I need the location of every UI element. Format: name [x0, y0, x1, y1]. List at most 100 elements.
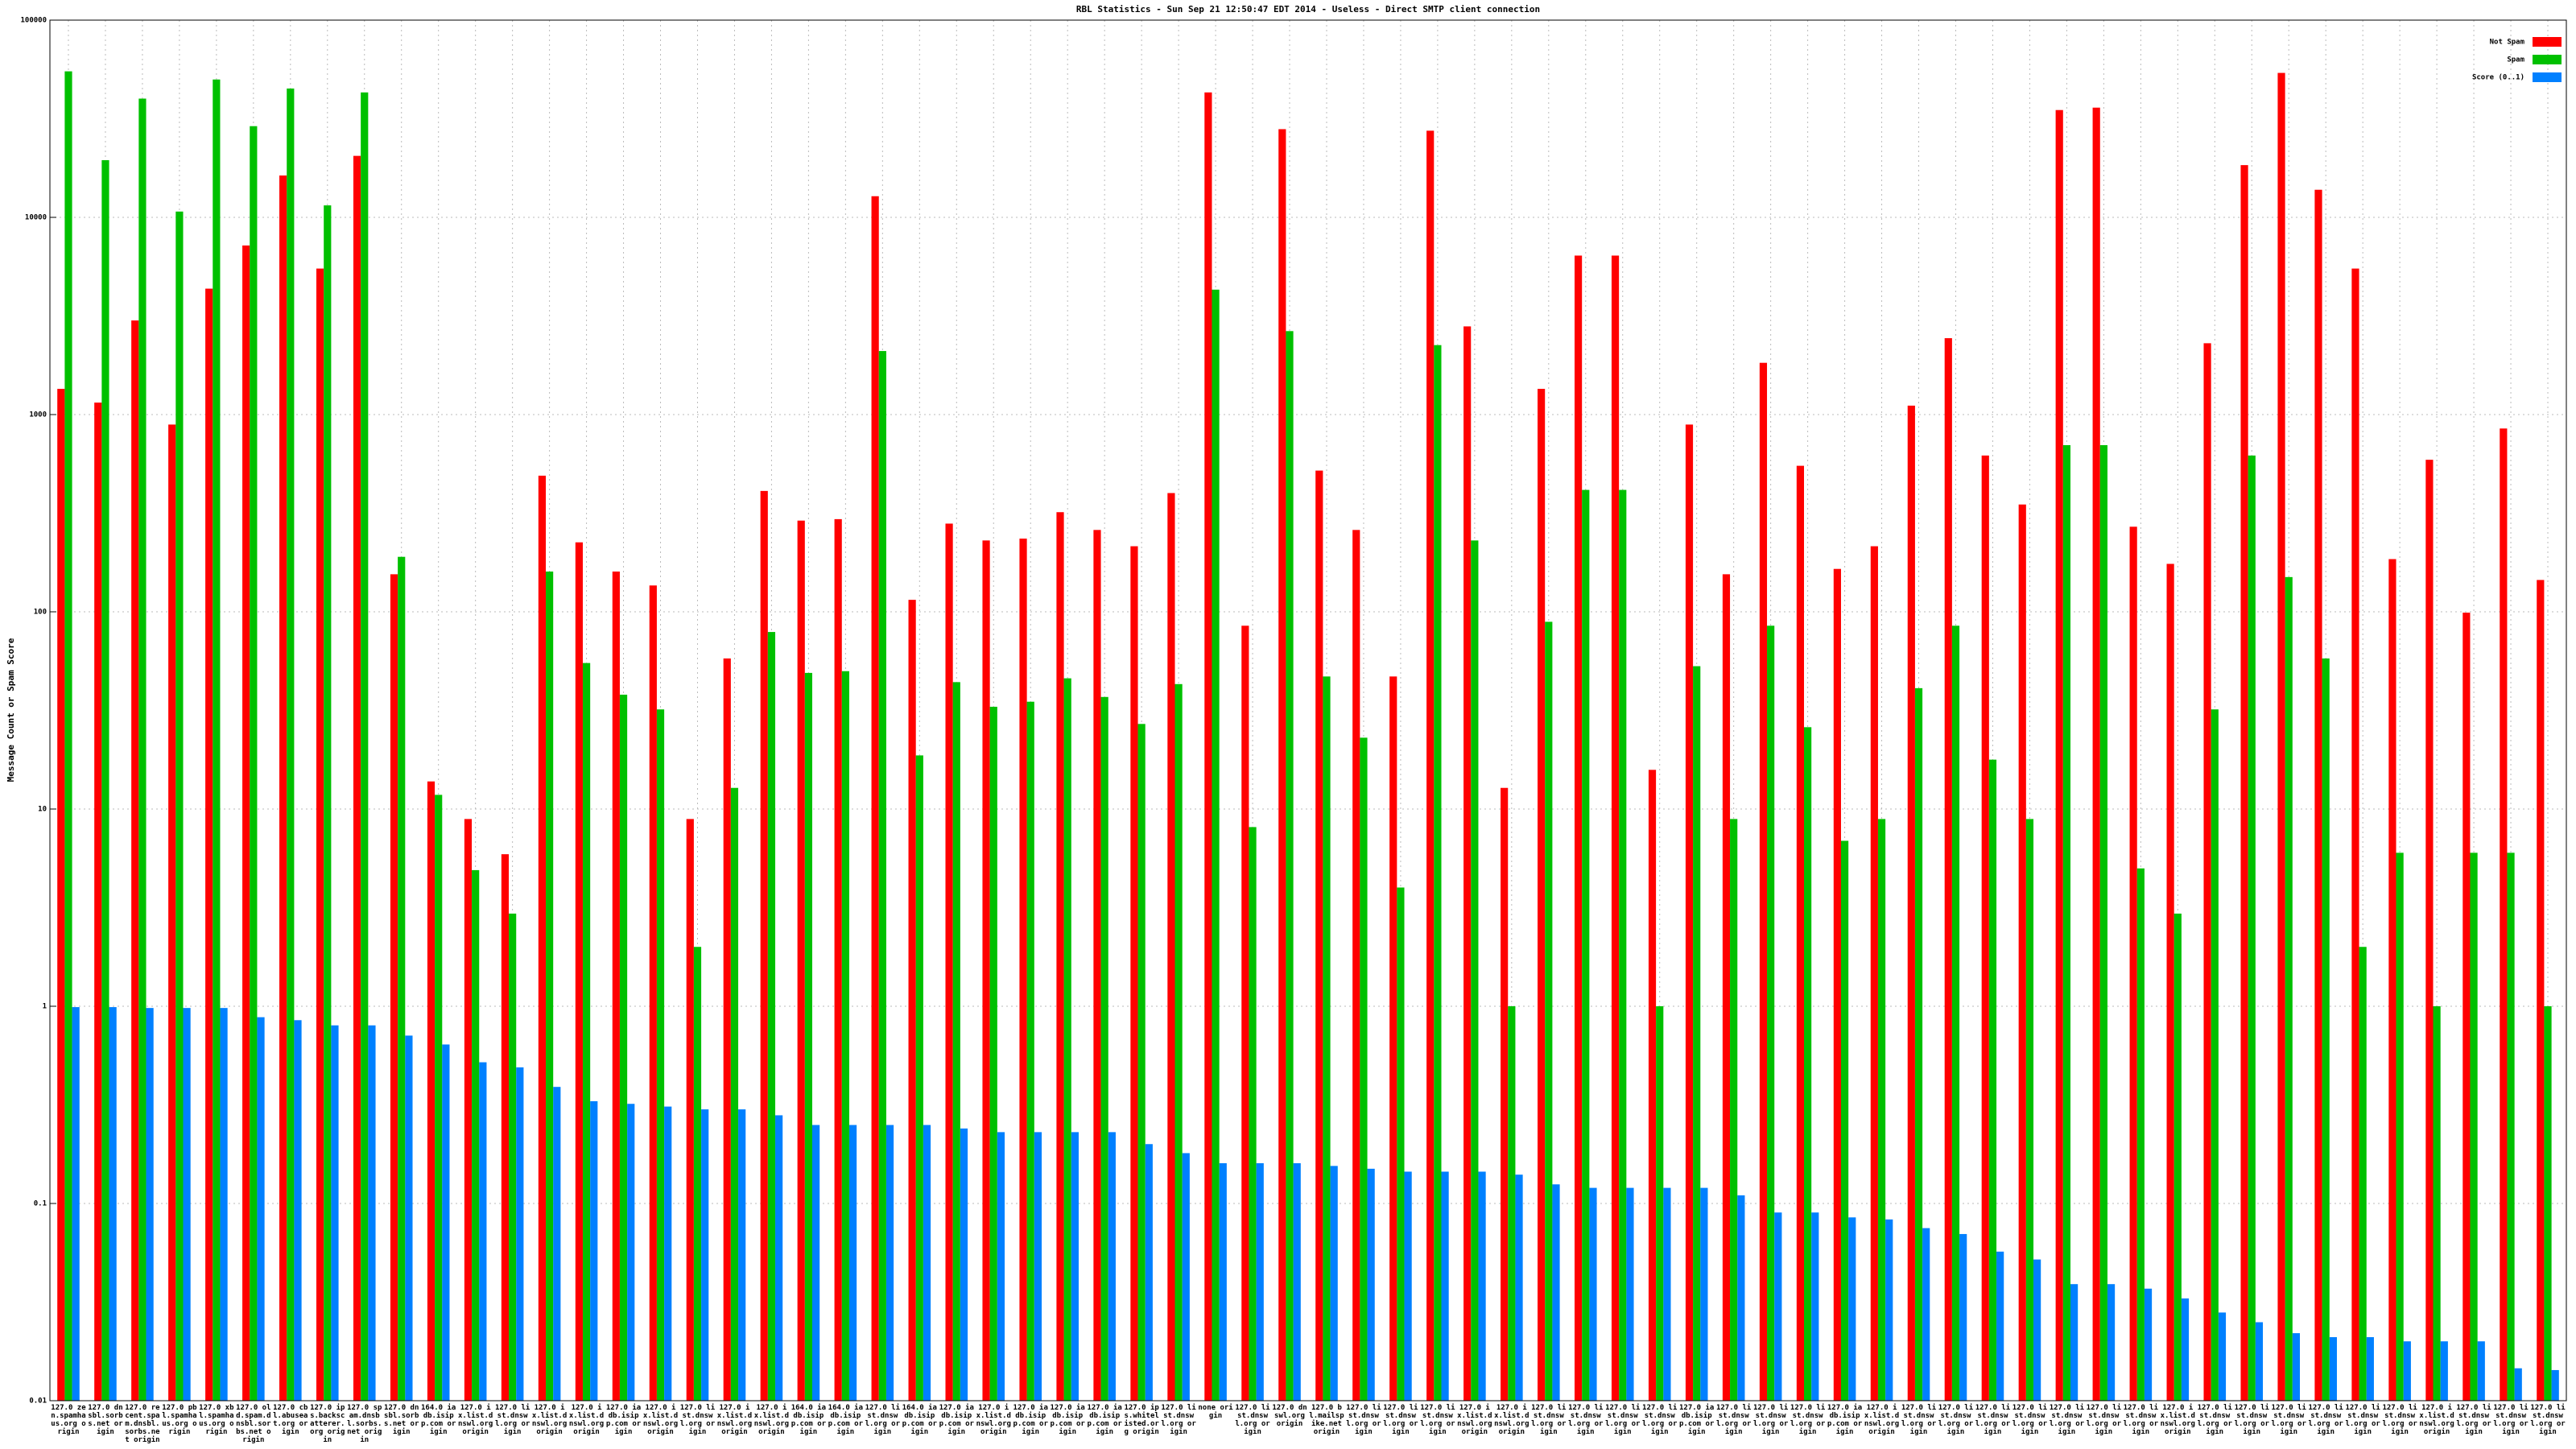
x-tick-label: 127.0 list.dnswl.org origin: [2308, 1404, 2343, 1436]
bar: [368, 1025, 376, 1401]
bar: [546, 571, 554, 1401]
bar: [797, 520, 805, 1402]
bar: [997, 1132, 1005, 1401]
bar: [1545, 621, 1553, 1401]
bar: [767, 632, 776, 1401]
bar: [2285, 576, 2293, 1401]
bar: [2544, 1006, 2552, 1401]
x-tick-label: 127.0 old.spam.dnsbl.sorbs.net origin: [236, 1404, 271, 1444]
bar: [2092, 107, 2100, 1401]
bar: [2144, 1288, 2153, 1401]
bar: [2359, 947, 2367, 1401]
bar: [1367, 1168, 1375, 1401]
bar: [2248, 455, 2256, 1401]
legend-swatch: [2533, 55, 2562, 64]
bar: [1693, 666, 1701, 1401]
x-tick-label: 127.0 cbl.abuseat.org origin: [273, 1404, 308, 1436]
bar: [94, 402, 102, 1401]
bar: [1981, 455, 1989, 1401]
x-tick-label: 127.0 xbl.spamhaus.org origin: [199, 1404, 234, 1436]
y-tick-label: 0.1: [34, 1200, 47, 1208]
bar: [205, 288, 213, 1402]
x-tick-label: 127.0 list.dnswl.org origin: [2049, 1404, 2085, 1436]
x-tick-label: 127.0 list.dnswl.org origin: [2234, 1404, 2269, 1436]
bar: [2203, 343, 2211, 1401]
bar: [553, 1087, 561, 1401]
bar: [1130, 546, 1138, 1402]
bar: [2388, 559, 2396, 1401]
bar: [915, 755, 923, 1401]
bar: [1737, 1195, 1745, 1401]
x-tick-label: 127.0 list.dnswl.org origin: [2086, 1404, 2122, 1436]
bar: [2396, 852, 2404, 1401]
bar: [57, 389, 65, 1401]
x-tick-label: 127.0 list.dnswl.org origin: [2197, 1404, 2232, 1436]
bar: [1404, 1171, 1412, 1401]
x-tick-label: 127.0 list.dnswl.org origin: [1642, 1404, 1678, 1436]
x-tick-label: 127.0 ix.list.dnswl.org origin: [568, 1404, 605, 1436]
bar: [1796, 465, 1805, 1402]
bar: [2500, 428, 2508, 1401]
y-tick-label: 1000: [29, 411, 47, 419]
y-tick-label: 100000: [20, 17, 47, 25]
bar: [811, 1125, 820, 1401]
bar: [871, 196, 879, 1402]
bar: [1914, 687, 1923, 1401]
bar: [2136, 868, 2145, 1401]
x-tick-label: 127.0 list.dnswl.org origin: [494, 1404, 530, 1436]
bar: [2462, 613, 2471, 1401]
bar: [1700, 1187, 1708, 1401]
bar: [1877, 819, 1886, 1401]
bar: [2062, 444, 2070, 1402]
bar: [1241, 625, 1249, 1401]
x-tick-label: 127.0 list.dnswl.org origin: [1901, 1404, 1937, 1436]
bar: [442, 1044, 450, 1401]
bar: [398, 556, 406, 1402]
bar: [1434, 345, 1442, 1401]
x-tick-label: 127.0 ix.list.dnswl.org origin: [2419, 1404, 2454, 1436]
bar: [2551, 1369, 2559, 1401]
x-tick-label: 127.0 ix.list.dnswl.org origin: [753, 1404, 790, 1436]
bar: [1508, 1006, 1516, 1401]
x-tick-label: 127.0 list.dnswl.org origin: [1605, 1404, 1641, 1436]
x-tick-label: 127.0 list.dnswl.org origin: [2123, 1404, 2158, 1436]
x-tick-label: 127.0 list.dnswl.org origin: [1752, 1404, 1789, 1436]
bar: [1611, 255, 1620, 1402]
bar: [952, 682, 960, 1401]
bar: [908, 600, 916, 1401]
x-tick-label: 127.0 ips.whitelisted.org origin: [1124, 1404, 1159, 1436]
bar: [1463, 326, 1472, 1401]
bar: [730, 787, 739, 1401]
y-axis-label: Message Count or Spam Score: [6, 638, 16, 782]
bar: [848, 1125, 857, 1401]
x-tick-label: 127.0 ix.list.dnswl.org origin: [642, 1404, 679, 1436]
x-tick-label: 127.0 list.dnswl.org origin: [2271, 1404, 2306, 1436]
bar: [1219, 1162, 1227, 1401]
bar: [960, 1128, 968, 1401]
bar: [294, 1020, 302, 1401]
bar: [1996, 1251, 2004, 1401]
bar: [2107, 1284, 2116, 1401]
bar: [1959, 1233, 1967, 1401]
bar: [464, 819, 473, 1401]
bar: [1441, 1171, 1449, 1401]
bar: [2218, 1312, 2227, 1401]
bar: [2351, 268, 2359, 1402]
x-tick-label: 127.0 list.dnswl.org origin: [679, 1404, 716, 1436]
bar: [1174, 683, 1183, 1401]
bar: [1204, 92, 1212, 1401]
x-tick-label: 127.0 ix.list.dnswl.org origin: [1864, 1404, 1900, 1436]
y-tick-label: 0.01: [29, 1397, 47, 1406]
legend-label: Score (0..1): [2472, 74, 2524, 82]
bar: [2425, 460, 2434, 1401]
x-tick-label: 127.0 dnsbl.sorbs.net origin: [384, 1404, 419, 1436]
bar: [1315, 470, 1323, 1402]
bar: [1397, 887, 1405, 1401]
bar: [1063, 678, 1071, 1401]
bar: [1100, 696, 1108, 1401]
bar: [1582, 489, 1590, 1402]
bar: [72, 1007, 80, 1401]
x-tick-label: 127.0 recent.spam.dnsbl.sorbs.net origin: [125, 1404, 160, 1444]
bar: [538, 475, 547, 1401]
